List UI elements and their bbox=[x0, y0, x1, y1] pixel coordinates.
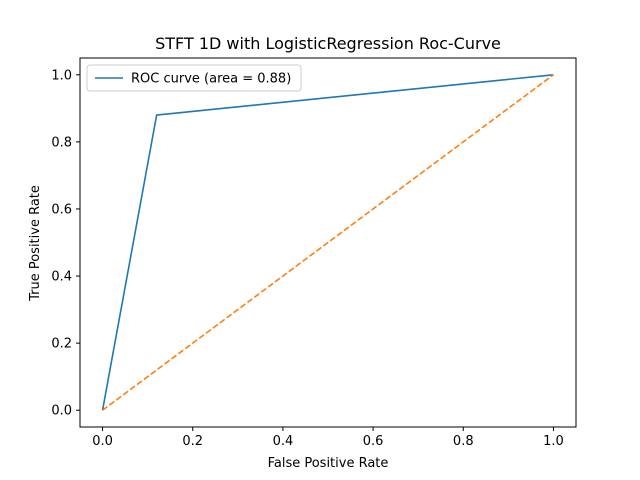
legend: ROC curve (area = 0.88) bbox=[86, 64, 302, 92]
x-tick-label: 0.6 bbox=[363, 434, 384, 449]
x-tick-label: 0.0 bbox=[92, 434, 113, 449]
x-tick-label: 0.8 bbox=[453, 434, 474, 449]
axes-frame bbox=[79, 57, 577, 428]
y-tick-label: 0.4 bbox=[51, 270, 72, 285]
y-tick-label: 1.0 bbox=[51, 68, 72, 83]
y-axis-label: True Positive Rate bbox=[28, 185, 43, 302]
chart-title: STFT 1D with LogisticRegression Roc-Curv… bbox=[155, 34, 501, 53]
plot-area bbox=[101, 73, 554, 411]
diagonal-reference-line bbox=[102, 74, 554, 411]
y-tick-label: 0.2 bbox=[51, 337, 72, 352]
y-tick-label: 0.8 bbox=[51, 135, 72, 150]
y-tick-label: 0.0 bbox=[51, 404, 72, 419]
x-axis-label: False Positive Rate bbox=[268, 456, 389, 471]
legend-entry-label: ROC curve (area = 0.88) bbox=[131, 72, 291, 87]
y-tick-label: 0.6 bbox=[51, 202, 72, 217]
x-tick-label: 0.2 bbox=[182, 434, 203, 449]
x-tick-label: 0.4 bbox=[273, 434, 294, 449]
axes: 0.0 0.2 0.4 0.6 0.8 1.0 0.0 0.2 0.4 0.6 0.8 1.0 bbox=[51, 57, 577, 449]
x-tick-label: 1.0 bbox=[543, 434, 564, 449]
legend-box bbox=[86, 64, 302, 92]
roc-curve-line bbox=[101, 73, 554, 411]
